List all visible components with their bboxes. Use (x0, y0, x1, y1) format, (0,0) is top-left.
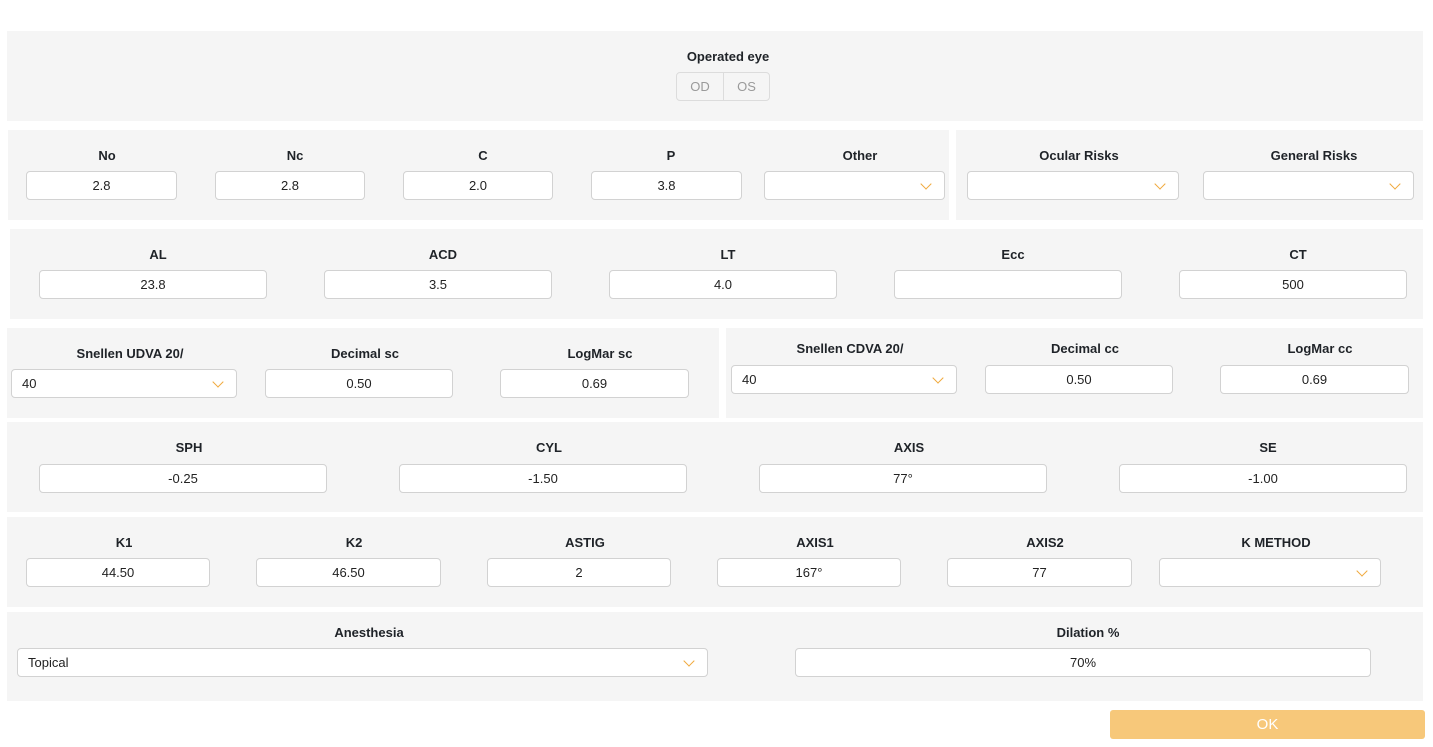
decimal-cc-label: Decimal cc (1051, 341, 1119, 356)
c-label: C (478, 148, 488, 163)
logmar-sc-field[interactable]: 0.69 (500, 369, 689, 398)
chevron-down-icon (1389, 178, 1401, 190)
k1-label: K1 (115, 535, 133, 550)
cyl-field[interactable]: -1.50 (399, 464, 687, 493)
od-toggle[interactable]: OD (676, 72, 724, 101)
anesthesia-select[interactable]: Topical (17, 648, 708, 677)
no-label: No (98, 148, 116, 163)
chevron-down-icon (683, 655, 695, 667)
k1-field[interactable]: 44.50 (26, 558, 210, 587)
snellen-cdva-label: Snellen CDVA 20/ (796, 341, 904, 356)
anesthesia-value: Topical (28, 655, 69, 670)
dilation-field[interactable]: 70% (795, 648, 1371, 677)
no-field[interactable]: 2.8 (26, 171, 177, 200)
ct-field[interactable]: 500 (1179, 270, 1407, 299)
p-label: P (666, 148, 676, 163)
chevron-down-icon (920, 178, 932, 190)
acd-field[interactable]: 3.5 (324, 270, 552, 299)
operated-eye-label: Operated eye (686, 49, 770, 64)
axis1-field[interactable]: 167° (717, 558, 901, 587)
chevron-down-icon (1154, 178, 1166, 190)
ok-button[interactable]: OK (1110, 710, 1425, 739)
axis-field[interactable]: 77° (759, 464, 1047, 493)
cyl-label: CYL (536, 440, 562, 455)
p-field[interactable]: 3.8 (591, 171, 742, 200)
anesthesia-label: Anesthesia (334, 625, 404, 640)
logmar-cc-field[interactable]: 0.69 (1220, 365, 1409, 394)
decimal-sc-label: Decimal sc (331, 346, 399, 361)
axis1-label: AXIS1 (796, 535, 834, 550)
other-label: Other (842, 148, 878, 163)
astig-field[interactable]: 2 (487, 558, 671, 587)
snellen-udva-value: 40 (22, 376, 37, 391)
axis2-label: AXIS2 (1026, 535, 1064, 550)
decimal-sc-field[interactable]: 0.50 (265, 369, 453, 398)
lt-label: LT (720, 247, 736, 262)
acd-label: ACD (428, 247, 458, 262)
os-toggle[interactable]: OS (723, 72, 770, 101)
al-label: AL (149, 247, 167, 262)
chevron-down-icon (212, 376, 224, 388)
sph-label: SPH (175, 440, 203, 455)
al-field[interactable]: 23.8 (39, 270, 267, 299)
se-field[interactable]: -1.00 (1119, 464, 1407, 493)
general-risks-label: General Risks (1270, 148, 1358, 163)
ocular-risks-select[interactable] (967, 171, 1179, 200)
ocular-risks-label: Ocular Risks (1039, 148, 1119, 163)
dilation-label: Dilation % (1056, 625, 1120, 640)
lt-field[interactable]: 4.0 (609, 270, 837, 299)
axis2-field[interactable]: 77 (947, 558, 1132, 587)
c-field[interactable]: 2.0 (403, 171, 553, 200)
snellen-udva-label: Snellen UDVA 20/ (76, 346, 184, 361)
axis-label: AXIS (893, 440, 925, 455)
other-select[interactable] (764, 171, 945, 200)
k2-label: K2 (345, 535, 363, 550)
chevron-down-icon (1356, 565, 1368, 577)
ecc-field[interactable] (894, 270, 1122, 299)
nc-label: Nc (286, 148, 304, 163)
logmar-sc-label: LogMar sc (567, 346, 633, 361)
sph-field[interactable]: -0.25 (39, 464, 327, 493)
snellen-cdva-value: 40 (742, 372, 757, 387)
general-risks-select[interactable] (1203, 171, 1414, 200)
snellen-cdva-select[interactable]: 40 (731, 365, 957, 394)
decimal-cc-field[interactable]: 0.50 (985, 365, 1173, 394)
k2-field[interactable]: 46.50 (256, 558, 441, 587)
ct-label: CT (1289, 247, 1307, 262)
nc-field[interactable]: 2.8 (215, 171, 365, 200)
chevron-down-icon (932, 372, 944, 384)
logmar-cc-label: LogMar cc (1287, 341, 1353, 356)
ecc-label: Ecc (1001, 247, 1025, 262)
snellen-udva-select[interactable]: 40 (11, 369, 237, 398)
k-method-select[interactable] (1159, 558, 1381, 587)
astig-label: ASTIG (565, 535, 605, 550)
k-method-label: K METHOD (1241, 535, 1311, 550)
se-label: SE (1259, 440, 1277, 455)
